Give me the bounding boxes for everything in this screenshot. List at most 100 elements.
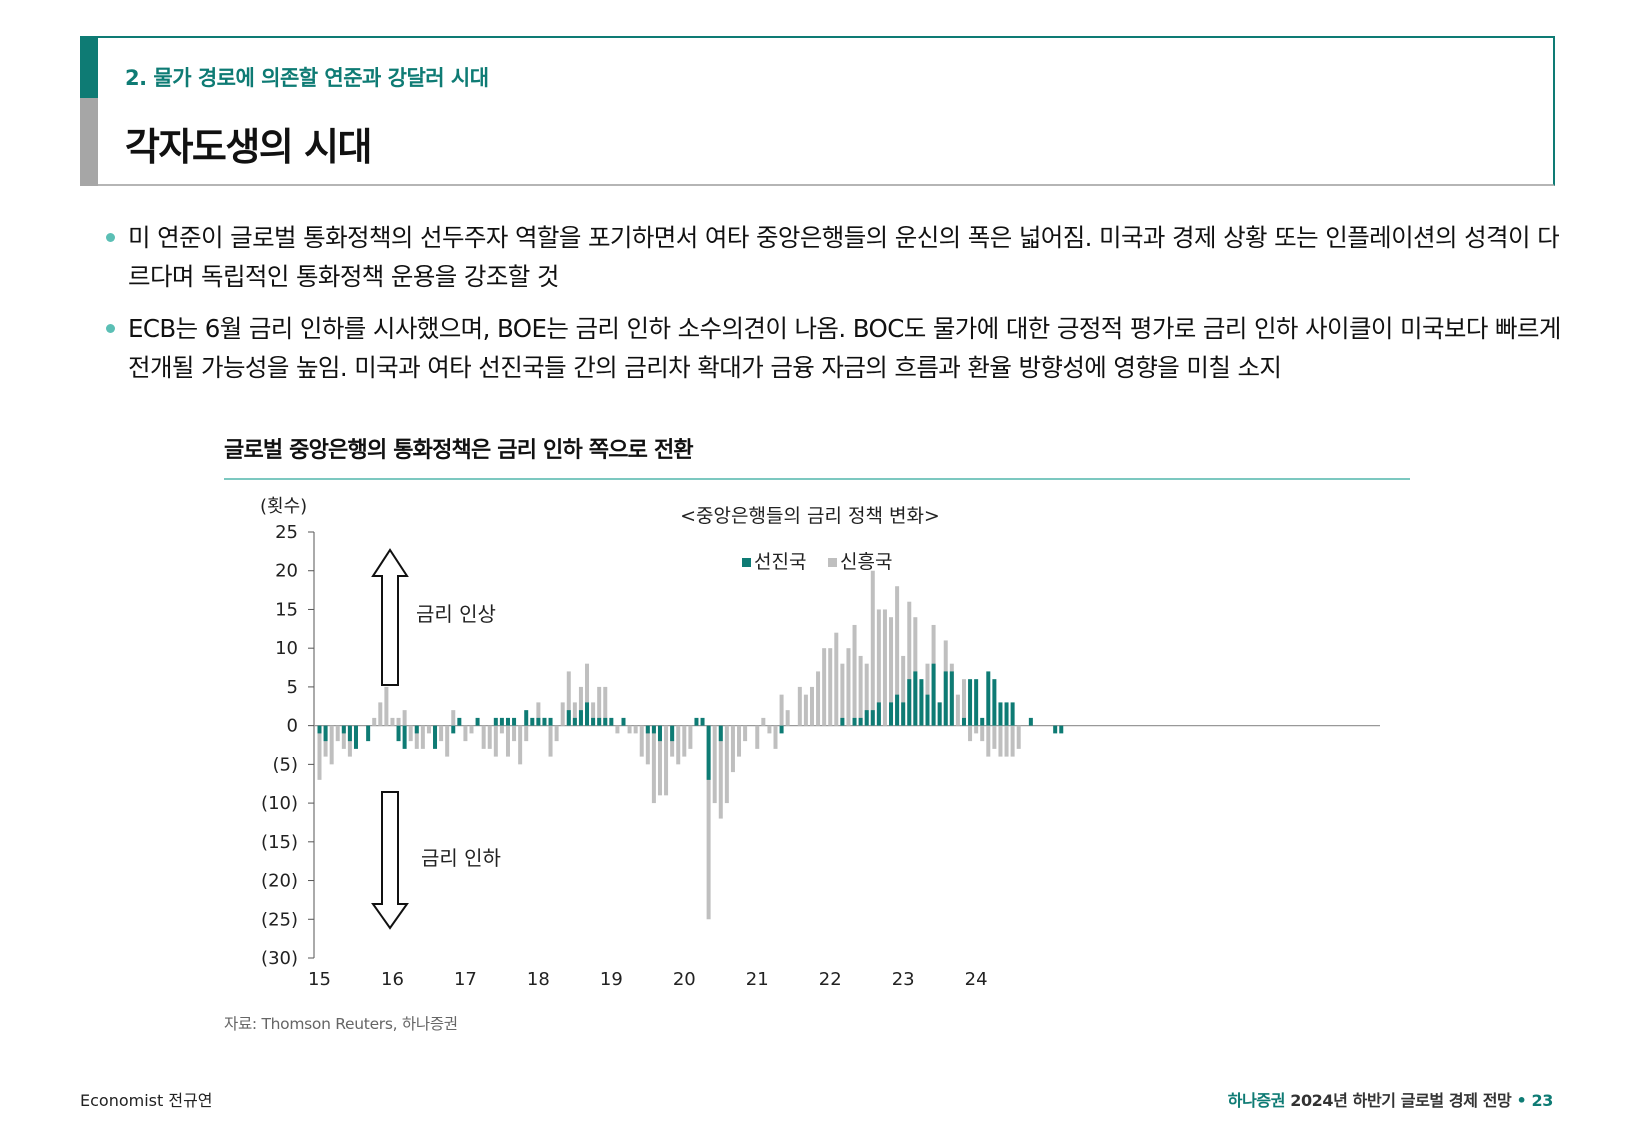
bar-advanced xyxy=(433,725,438,749)
bar-advanced xyxy=(457,717,462,726)
bar-advanced xyxy=(542,717,547,726)
bar-advanced xyxy=(657,725,662,742)
x-tick-label: 18 xyxy=(527,969,550,990)
bar-emerging xyxy=(712,725,717,804)
y-tick-label: 15 xyxy=(275,599,298,620)
bar-emerging xyxy=(578,686,583,726)
y-tick-label: 10 xyxy=(275,638,298,659)
bar-emerging xyxy=(335,725,340,742)
arrow-up-icon xyxy=(371,548,409,686)
bar-emerging xyxy=(852,624,857,726)
bar-emerging xyxy=(420,725,425,749)
x-tick-label: 23 xyxy=(892,969,915,990)
bar-advanced xyxy=(366,725,371,742)
x-tick-label: 21 xyxy=(746,969,769,990)
bar-emerging xyxy=(463,725,468,742)
bar-advanced xyxy=(913,671,918,726)
bar-emerging xyxy=(809,686,814,726)
bar-emerging xyxy=(317,725,322,780)
bar-emerging xyxy=(408,725,413,742)
bar-emerging xyxy=(499,725,504,734)
bar-emerging xyxy=(895,586,900,726)
footer-separator: • xyxy=(1516,1091,1527,1110)
bar-advanced xyxy=(986,671,991,726)
bar-emerging xyxy=(493,725,498,757)
bar-emerging xyxy=(372,717,377,726)
x-tick-label: 16 xyxy=(381,969,404,990)
bar-emerging xyxy=(603,686,608,726)
bar-emerging xyxy=(512,725,517,742)
bar-advanced xyxy=(858,717,863,726)
x-tick-label: 15 xyxy=(308,969,331,990)
bar-advanced xyxy=(341,725,346,734)
bar-advanced xyxy=(1053,725,1058,734)
bar-advanced xyxy=(548,717,553,726)
y-tick-label: 5 xyxy=(287,677,298,698)
y-tick-label: (30) xyxy=(261,948,298,969)
header-box xyxy=(80,36,1555,186)
bullet-dot-icon xyxy=(106,324,115,333)
bar-advanced xyxy=(1028,717,1033,726)
bar-emerging xyxy=(803,694,808,726)
bar-emerging xyxy=(451,710,456,726)
bar-emerging xyxy=(439,725,444,742)
bar-advanced xyxy=(402,725,407,749)
bar-emerging xyxy=(651,725,656,804)
bar-advanced xyxy=(895,694,900,726)
bar-emerging xyxy=(554,725,559,742)
bar-advanced xyxy=(621,717,626,726)
y-tick-label: 0 xyxy=(287,716,298,737)
bar-advanced xyxy=(323,725,328,742)
bar-emerging xyxy=(657,725,662,796)
bar-emerging xyxy=(761,717,766,726)
bar-advanced xyxy=(943,671,948,726)
bar-emerging xyxy=(779,694,784,726)
bar-advanced xyxy=(493,717,498,726)
bar-emerging xyxy=(572,702,577,726)
bar-emerging xyxy=(870,570,875,726)
bar-emerging xyxy=(876,609,881,726)
bar-emerging xyxy=(1010,725,1015,757)
bullet-text: ECB는 6월 금리 인하를 시사했으며, BOE는 금리 인하 소수의견이 나… xyxy=(128,314,1561,382)
bar-advanced xyxy=(992,679,997,726)
bar-advanced xyxy=(907,679,912,726)
bar-emerging xyxy=(481,725,486,749)
bar-emerging xyxy=(566,671,571,726)
bar-advanced xyxy=(980,717,985,726)
bar-advanced xyxy=(645,725,650,734)
bar-advanced xyxy=(925,694,930,726)
bar-emerging xyxy=(755,725,760,749)
bar-emerging xyxy=(664,725,669,796)
bar-advanced xyxy=(706,725,711,780)
header-accent-bar xyxy=(80,36,98,98)
x-tick-label: 22 xyxy=(819,969,842,990)
y-tick-label: 20 xyxy=(275,561,298,582)
x-tick-label: 17 xyxy=(454,969,477,990)
bar-emerging xyxy=(730,725,735,773)
bar-advanced xyxy=(779,725,784,734)
bar-advanced xyxy=(505,717,510,726)
bar-advanced xyxy=(347,725,352,742)
bar-emerging xyxy=(414,725,419,749)
bar-advanced xyxy=(536,717,541,726)
bar-advanced xyxy=(578,710,583,726)
bar-emerging xyxy=(743,725,748,742)
bar-emerging xyxy=(402,710,407,726)
source-note: 자료: Thomson Reuters, 하나증권 xyxy=(224,1015,458,1033)
bar-advanced xyxy=(870,710,875,726)
bar-advanced xyxy=(840,717,845,726)
bar-advanced xyxy=(414,725,419,734)
bar-advanced xyxy=(949,671,954,726)
x-tick-label: 24 xyxy=(965,969,988,990)
footer-report-title: 2024년 하반기 글로벌 경제 전망 xyxy=(1290,1091,1512,1110)
bar-emerging xyxy=(378,702,383,726)
footer-report: 하나증권 2024년 하반기 글로벌 경제 전망 • 23 xyxy=(1228,1087,1554,1111)
bar-advanced xyxy=(396,725,401,742)
page-title: 각자도생의 시대 xyxy=(125,125,372,169)
legend-advanced-swatch xyxy=(742,558,751,567)
legend-emerging-swatch xyxy=(828,558,837,567)
bar-emerging xyxy=(645,725,650,765)
bar-emerging xyxy=(816,671,821,726)
bar-emerging xyxy=(585,663,590,726)
bar-advanced xyxy=(968,679,973,726)
